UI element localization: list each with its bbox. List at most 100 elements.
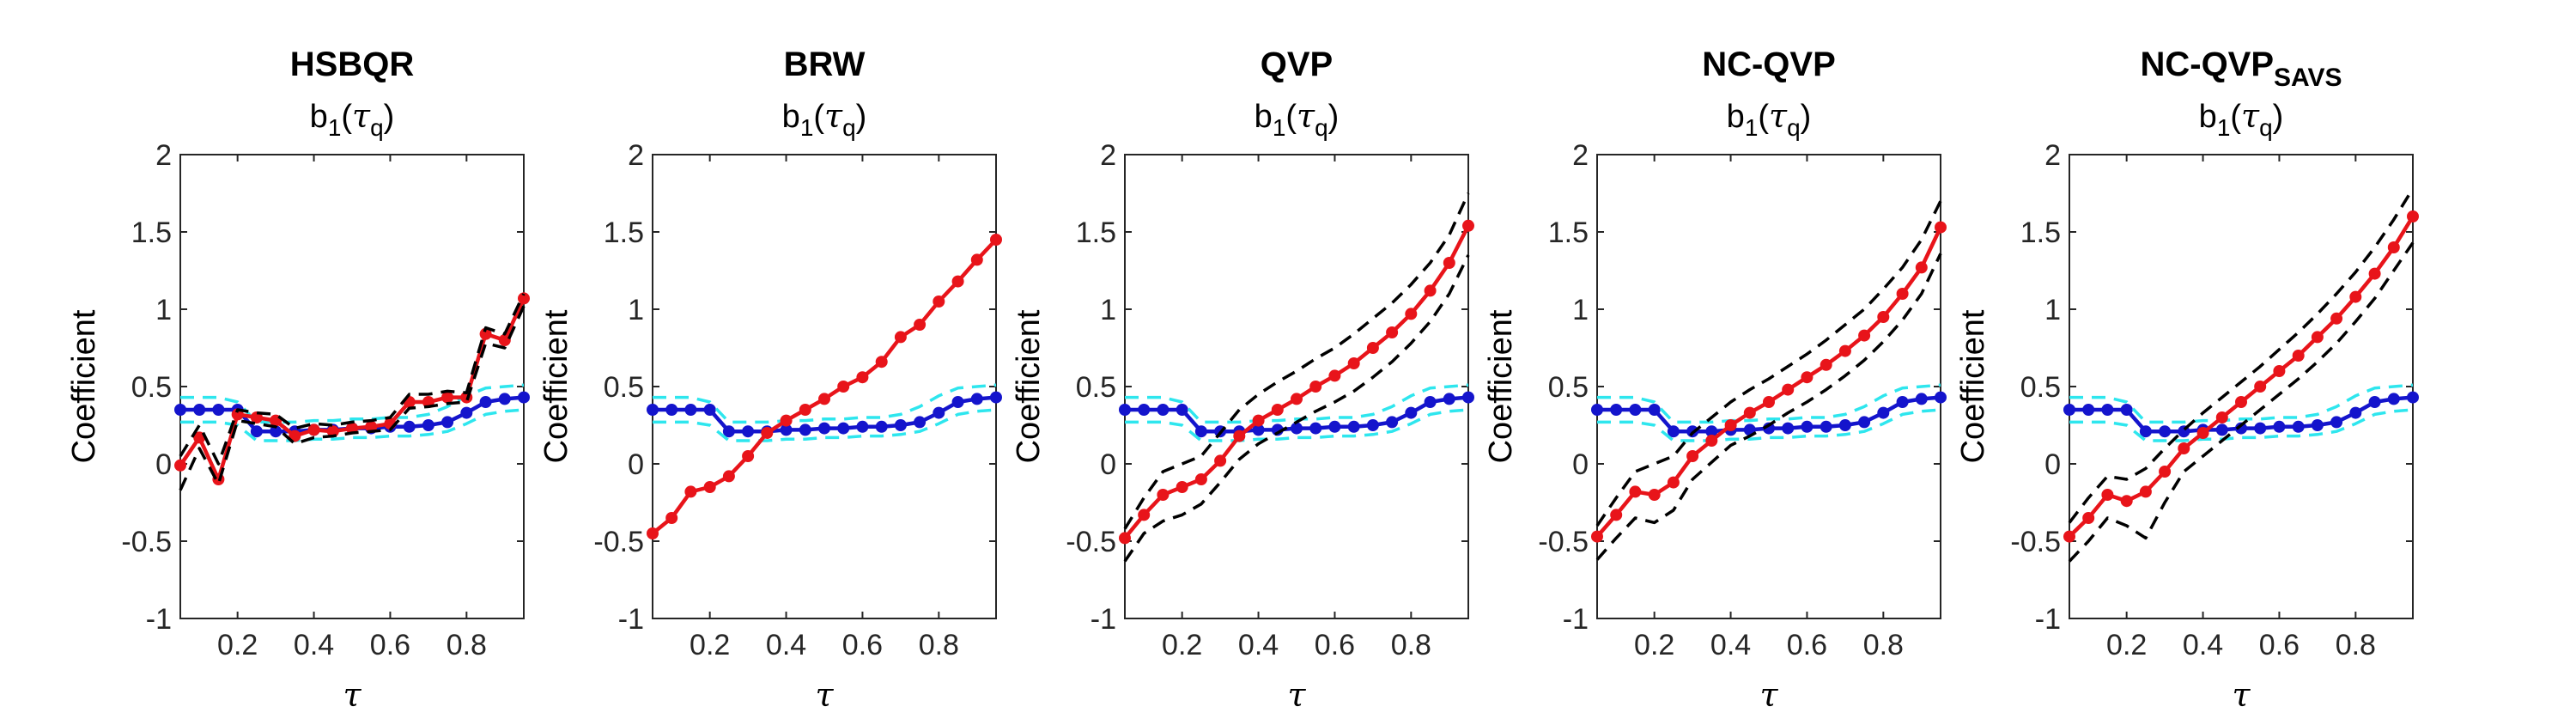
data-point-blue — [2082, 404, 2095, 416]
data-point-blue — [2101, 404, 2114, 416]
panel-4: NC-QVP b1(τq) -1 -0.5 0 0.5 1 1.5 2 0.2 0.4 0.6 0.8 C… — [1483, 46, 1947, 714]
data-point-red — [1820, 358, 1832, 371]
chart-subtitle: b1(τq) — [2199, 97, 2284, 141]
y-tick-label: 0 — [628, 448, 644, 481]
data-point-blue — [498, 393, 511, 405]
data-point-red — [1386, 326, 1399, 338]
data-point-blue — [2407, 391, 2419, 404]
data-point-blue — [951, 396, 964, 408]
y-tick-label: -0.5 — [121, 526, 172, 558]
data-point-red — [2292, 350, 2305, 362]
data-point-blue — [1138, 404, 1151, 416]
data-point-red — [2254, 381, 2267, 393]
data-point-blue — [1291, 422, 1303, 435]
data-point-red — [518, 292, 530, 305]
series-line-black-dashed — [1123, 192, 1470, 530]
y-tick-label: 0.5 — [1548, 371, 1589, 404]
x-tick-label: 0.4 — [766, 629, 806, 661]
data-point-red — [684, 485, 697, 498]
axes-box — [2069, 154, 2414, 619]
y-tick-label: 0 — [155, 448, 172, 481]
panel-5: NC-QVPSAVS b1(τq) -1 -0.5 0 0.5 1 1.5 2 0.2 0.4 0.6… — [1955, 46, 2419, 714]
data-point-blue — [2063, 404, 2075, 416]
series-line-cyan-dashed — [1125, 408, 1469, 442]
data-point-blue — [990, 391, 1002, 404]
x-tick-label: 0.8 — [447, 629, 487, 661]
data-point-blue — [1591, 404, 1603, 416]
data-point-red — [1591, 530, 1603, 543]
data-point-blue — [441, 416, 454, 429]
data-point-blue — [2330, 416, 2343, 429]
data-point-blue — [1915, 393, 1928, 405]
data-point-red — [1782, 383, 1795, 396]
data-point-red — [1724, 419, 1737, 431]
data-point-red — [1896, 288, 1909, 300]
x-tick-label: 0.2 — [690, 629, 730, 661]
data-point-red — [2273, 365, 2286, 377]
panel-2: BRW b1(τq) -1 -0.5 0 0.5 1 1.5 2 0.2 0.4 0.6 0.8 Coef… — [538, 46, 1002, 714]
data-point-red — [1648, 489, 1661, 501]
y-tick-label: 0.5 — [131, 371, 172, 404]
axes-box — [1124, 154, 1469, 619]
data-point-blue — [684, 404, 697, 416]
data-point-blue — [780, 423, 793, 436]
series-line-cyan-dashed — [1125, 383, 1469, 424]
data-point-red — [894, 331, 907, 344]
x-axis-label: τ — [343, 676, 361, 714]
data-point-red — [761, 427, 774, 439]
data-point-blue — [1157, 404, 1170, 416]
data-point-blue — [1328, 420, 1341, 433]
chart-title: NC-QVP — [1702, 46, 1836, 83]
data-point-red — [1328, 369, 1341, 382]
data-point-red — [2159, 466, 2172, 478]
data-point-blue — [1252, 423, 1265, 436]
data-point-red — [441, 391, 454, 404]
data-point-red — [1915, 261, 1928, 274]
data-point-red — [933, 295, 945, 308]
series-line-cyan-dashed — [653, 408, 997, 442]
series-line-black-dashed — [2068, 241, 2415, 563]
chart-title: QVP — [1261, 46, 1333, 83]
x-tick-label: 0.4 — [2183, 629, 2223, 661]
data-point-red — [722, 470, 735, 483]
series-line-cyan-dashed — [2069, 383, 2414, 424]
y-tick-label: -0.5 — [2010, 526, 2061, 558]
data-point-red — [2215, 411, 2228, 423]
data-point-blue — [933, 406, 945, 419]
data-point-blue — [2349, 406, 2362, 419]
x-tick-label: 0.8 — [1391, 629, 1431, 661]
data-point-red — [174, 459, 186, 472]
data-point-blue — [1705, 425, 1718, 438]
x-tick-label: 0.2 — [1634, 629, 1674, 661]
data-point-blue — [1405, 406, 1418, 419]
data-point-blue — [1838, 419, 1851, 431]
data-point-blue — [1176, 404, 1188, 416]
x-tick-label: 0.8 — [2336, 629, 2376, 661]
data-point-red — [1424, 284, 1437, 297]
data-point-blue — [2273, 420, 2286, 433]
data-point-red — [914, 319, 927, 331]
data-point-red — [2368, 267, 2381, 280]
data-point-red — [1935, 221, 1947, 234]
x-tick-label: 0.6 — [370, 629, 410, 661]
data-point-blue — [722, 425, 735, 438]
chart-subtitle: b1(τq) — [1727, 97, 1812, 141]
x-tick-label: 0.2 — [217, 629, 258, 661]
x-tick-label: 0.6 — [1787, 629, 1827, 661]
data-point-blue — [1386, 416, 1399, 429]
data-point-blue — [1309, 422, 1322, 435]
data-point-blue — [250, 425, 263, 438]
y-tick-label: -1 — [1563, 603, 1589, 636]
data-point-red — [1443, 257, 1455, 269]
data-point-red — [742, 450, 755, 462]
data-point-red — [1462, 219, 1474, 232]
y-tick-label: -1 — [618, 603, 644, 636]
y-tick-label: 1 — [1572, 294, 1589, 326]
data-point-red — [1194, 473, 1207, 485]
data-point-blue — [422, 419, 434, 431]
y-tick-label: 2 — [1100, 139, 1116, 172]
data-point-red — [837, 381, 850, 393]
data-point-blue — [1347, 420, 1360, 433]
data-point-blue — [665, 404, 678, 416]
data-point-blue — [1629, 404, 1642, 416]
